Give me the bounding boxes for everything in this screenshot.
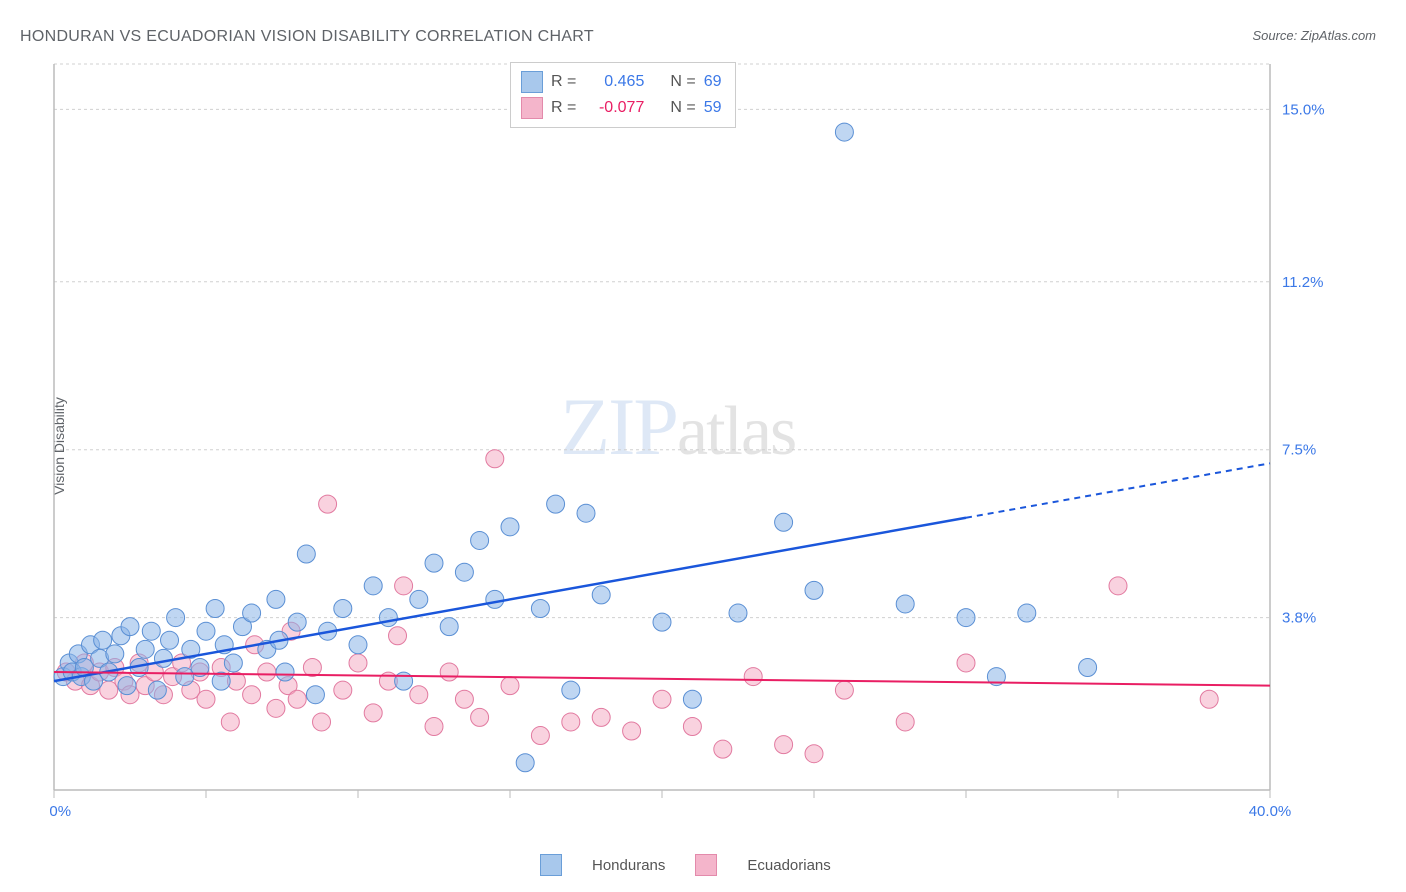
stats-r-value-hondurans: 0.465 — [584, 69, 644, 95]
stats-n-value-ecuadorians: 59 — [704, 95, 722, 121]
correlation-stats-box: R = 0.465 N = 69 R = -0.077 N = 59 — [510, 62, 736, 128]
svg-text:0.0%: 0.0% — [50, 803, 71, 820]
legend-label-ecuadorians: Ecuadorians — [747, 857, 830, 874]
source-attribution: Source: ZipAtlas.com — [1252, 28, 1376, 43]
legend-label-hondurans: Hondurans — [592, 857, 665, 874]
stats-n-value-hondurans: 69 — [704, 69, 722, 95]
bottom-legend: Hondurans Ecuadorians — [540, 854, 831, 876]
stats-r-label: R = — [551, 69, 576, 95]
stats-n-label: N = — [670, 69, 695, 95]
plot-area: 0.0% 40.0% 3.8% 7.5% 11.2% 15.0% — [50, 60, 1340, 830]
scatter-plot-svg: 0.0% 40.0% 3.8% 7.5% 11.2% 15.0% — [50, 60, 1340, 830]
stats-swatch-blue — [521, 71, 543, 93]
svg-text:40.0%: 40.0% — [1249, 803, 1292, 820]
chart-title: HONDURAN VS ECUADORIAN VISION DISABILITY… — [20, 28, 594, 46]
stats-swatch-pink — [521, 97, 543, 119]
svg-text:7.5%: 7.5% — [1282, 442, 1316, 459]
svg-text:11.2%: 11.2% — [1282, 274, 1323, 291]
stats-n-label: N = — [670, 95, 695, 121]
stats-row-ecuadorians: R = -0.077 N = 59 — [521, 95, 721, 121]
stats-r-value-ecuadorians: -0.077 — [584, 95, 644, 121]
stats-r-label: R = — [551, 95, 576, 121]
chart-container: HONDURAN VS ECUADORIAN VISION DISABILITY… — [0, 0, 1406, 892]
svg-text:3.8%: 3.8% — [1282, 610, 1316, 627]
svg-text:15.0%: 15.0% — [1282, 101, 1325, 118]
stats-row-hondurans: R = 0.465 N = 69 — [521, 69, 721, 95]
legend-swatch-ecuadorians — [695, 854, 717, 876]
legend-swatch-hondurans — [540, 854, 562, 876]
